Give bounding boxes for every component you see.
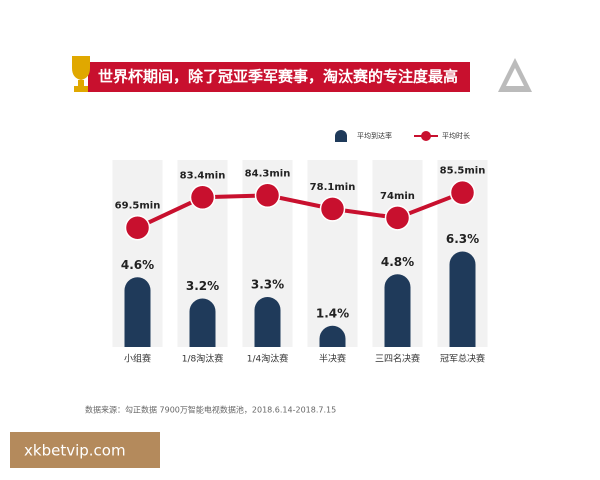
legend-label: 平均到达率 xyxy=(357,131,392,140)
x-tick-label: 1/8淘汰赛 xyxy=(182,353,224,365)
data-label: 78.1min xyxy=(310,182,356,193)
bar xyxy=(449,251,476,347)
title-banner xyxy=(88,62,470,92)
x-tick-label: 三四名决赛 xyxy=(375,353,420,365)
x-tick-label: 冠军总决赛 xyxy=(440,353,485,365)
watermark-box xyxy=(10,432,160,468)
watermark: xkbetvip.com xyxy=(24,442,126,460)
data-label: 6.3% xyxy=(446,232,479,246)
data-label: 3.3% xyxy=(251,277,284,291)
data-label: 4.8% xyxy=(381,255,414,269)
logo xyxy=(498,58,532,92)
line-point xyxy=(319,196,346,222)
data-label: 83.4min xyxy=(180,170,226,181)
legend-swatch xyxy=(421,131,431,141)
data-label: 69.5min xyxy=(115,201,161,212)
data-label: 4.6% xyxy=(121,258,154,272)
data-label: 84.3min xyxy=(245,168,291,179)
data-label: 74min xyxy=(380,191,415,202)
x-tick-label: 半决赛 xyxy=(319,353,346,365)
source-note: 数据来源：勾正数据 7900万智能电视数据池，2018.6.14-2018.7.… xyxy=(85,405,336,415)
data-label: 1.4% xyxy=(316,306,349,320)
column-background xyxy=(307,160,358,347)
x-tick-label: 小组赛 xyxy=(124,353,151,365)
line-point xyxy=(124,214,151,241)
bar xyxy=(189,298,216,347)
line-point xyxy=(384,205,411,231)
bar xyxy=(319,325,346,347)
chart-title: 世界杯期间，除了冠亚季军赛事，淘汰赛的专注度最高 xyxy=(98,68,458,86)
bar xyxy=(124,277,151,347)
bar xyxy=(384,274,411,347)
legend-swatch xyxy=(335,130,347,142)
data-label: 3.2% xyxy=(186,279,219,293)
data-label: 85.5min xyxy=(440,166,486,177)
trophy-icon xyxy=(72,56,90,92)
line-point xyxy=(254,182,281,209)
line-point xyxy=(449,179,476,206)
x-tick-label: 1/4淘汰赛 xyxy=(247,353,289,365)
line-point xyxy=(189,184,216,211)
bar xyxy=(254,296,281,347)
legend-label: 平均时长 xyxy=(442,131,470,140)
